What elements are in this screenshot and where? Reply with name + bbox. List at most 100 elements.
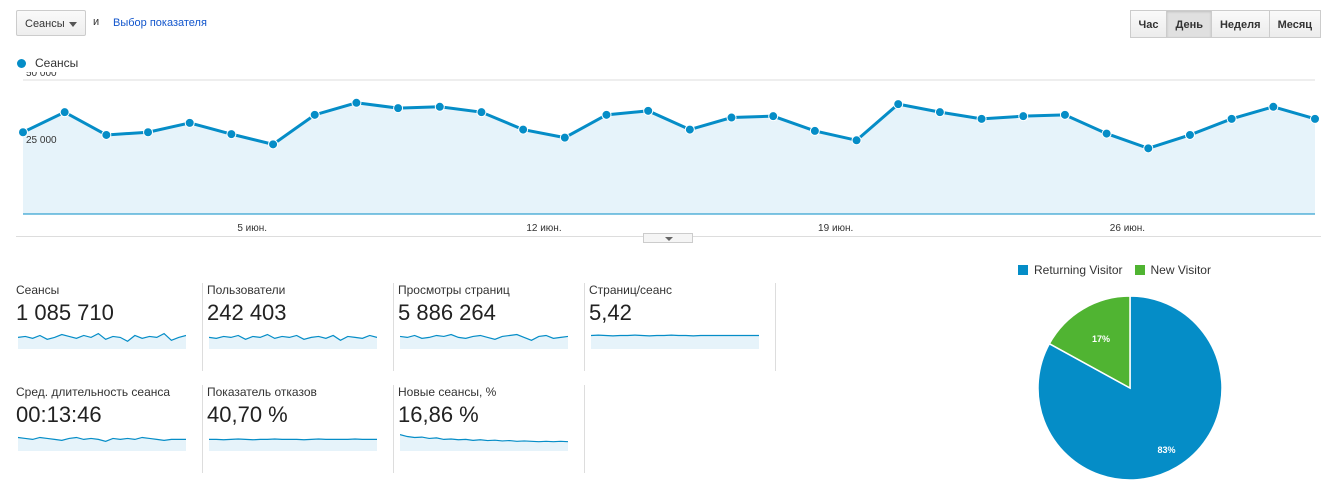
data-point[interactable]: [1226, 113, 1237, 124]
data-point[interactable]: [268, 139, 279, 150]
scorecard[interactable]: Сеансы 1 085 710: [16, 283, 203, 371]
scorecard-title: Сеансы: [16, 283, 60, 297]
new-swatch-icon: [1134, 265, 1145, 275]
pie-legend-label: New Visitor: [1150, 263, 1211, 277]
sparkline-line: [591, 334, 759, 337]
scorecard[interactable]: Новые сеансы, % 16,86 %: [398, 385, 585, 473]
scorecard-separator: [202, 283, 203, 371]
data-point[interactable]: [726, 112, 737, 123]
data-point[interactable]: [809, 125, 820, 136]
sparkline-line: [400, 434, 568, 443]
data-point[interactable]: [18, 127, 28, 138]
scorecard[interactable]: Просмотры страниц 5 886 264: [398, 283, 585, 371]
scorecard-separator: [393, 283, 394, 371]
sparkline-area: [209, 439, 377, 451]
data-point[interactable]: [1268, 101, 1279, 112]
data-point[interactable]: [1018, 111, 1029, 122]
data-point[interactable]: [934, 107, 945, 118]
metric-select-dropdown[interactable]: Сеансы: [16, 10, 86, 36]
data-point[interactable]: [1101, 128, 1112, 139]
data-point[interactable]: [393, 103, 404, 114]
period-hour-button[interactable]: Час: [1129, 10, 1168, 38]
data-point[interactable]: [893, 99, 904, 110]
scorecard-separator: [584, 283, 585, 371]
chevron-down-icon: [665, 237, 673, 241]
scorecard[interactable]: Пользователи 242 403: [207, 283, 394, 371]
sparkline-area: [18, 333, 186, 349]
choose-metric-link[interactable]: Выбор показателя: [113, 17, 207, 29]
data-point[interactable]: [59, 107, 70, 118]
metric-select-value: Сеансы: [25, 18, 65, 30]
scorecard-separator: [202, 385, 203, 473]
data-point[interactable]: [143, 127, 154, 138]
scorecard-title: Пользователи: [207, 283, 286, 297]
collapse-chart-handle[interactable]: [643, 233, 693, 243]
scorecard-title: Показатель отказов: [207, 385, 317, 399]
data-point[interactable]: [101, 129, 112, 140]
scorecard[interactable]: Сред. длительность сеанса 00:13:46: [16, 385, 203, 473]
sparkline-line: [18, 332, 186, 342]
series-line: [22, 101, 1316, 150]
data-point[interactable]: [976, 113, 987, 124]
data-point[interactable]: [643, 105, 654, 116]
scorecard-sparkline: [400, 333, 568, 349]
scorecard-title: Сред. длительность сеанса: [16, 385, 171, 399]
scorecard-value: 00:13:46: [16, 402, 102, 427]
toolbar: Сеансы и Выбор показателя Час День Недел…: [16, 10, 1321, 38]
scorecard-title: Новые сеансы, %: [398, 385, 497, 399]
sparkline-line: [400, 333, 568, 341]
sessions-line-chart[interactable]: 50 000 25 000 5 июн. 12 июн. 19 июн. 26 июн.: [0, 72, 1331, 237]
scorecard-sparkline: [591, 334, 759, 349]
data-point[interactable]: [559, 132, 570, 143]
data-point[interactable]: [1059, 109, 1070, 120]
scorecard-value: 5 886 264: [398, 300, 496, 325]
scorecard-value: 5,42: [589, 300, 632, 325]
scorecard-sparkline: [18, 436, 186, 451]
period-week-button[interactable]: Неделя: [1210, 10, 1270, 38]
data-point[interactable]: [768, 111, 779, 122]
scorecard-separator: [584, 385, 585, 473]
y-tick-label: 50 000: [26, 72, 57, 79]
x-tick-label: 19 июн.: [818, 223, 853, 234]
scorecard-title: Страниц/сеанс: [589, 283, 673, 297]
data-point[interactable]: [434, 101, 445, 112]
data-point[interactable]: [601, 109, 612, 120]
sparkline-area: [591, 335, 759, 349]
data-point[interactable]: [476, 107, 487, 118]
data-point[interactable]: [1184, 129, 1195, 140]
pie-legend-item-new: New Visitor: [1134, 263, 1211, 277]
chevron-down-icon: [69, 22, 77, 27]
legend-series-label: Сеансы: [35, 56, 79, 70]
scorecard[interactable]: Показатель отказов 40,70 %: [207, 385, 394, 473]
pie-legend: Returning Visitor New Visitor: [1018, 263, 1223, 277]
period-month-button[interactable]: Месяц: [1268, 10, 1321, 38]
and-label: и: [93, 16, 100, 28]
data-point[interactable]: [351, 97, 362, 108]
data-point[interactable]: [1310, 113, 1320, 124]
series-area: [23, 102, 1315, 214]
data-point[interactable]: [1143, 143, 1154, 154]
data-point[interactable]: [226, 129, 237, 140]
returning-swatch-icon: [1018, 265, 1028, 275]
data-point[interactable]: [851, 135, 862, 146]
x-tick-label: 26 июн.: [1110, 223, 1145, 234]
data-point[interactable]: [518, 124, 529, 135]
x-tick-label: 5 июн.: [237, 223, 267, 234]
sparkline-area: [18, 437, 186, 451]
scorecard[interactable]: Страниц/сеанс 5,42: [589, 283, 776, 371]
scorecard-value: 242 403: [207, 300, 287, 325]
data-point[interactable]: [309, 109, 320, 120]
period-day-button[interactable]: День: [1166, 10, 1212, 38]
y-tick-label: 25 000: [26, 135, 57, 146]
sparkline-line: [209, 438, 377, 441]
visitor-type-pie-chart[interactable]: 83% 17%: [1030, 288, 1230, 488]
data-point[interactable]: [184, 117, 195, 128]
pie-slice-label: 17%: [1092, 334, 1110, 344]
pie-slice[interactable]: [1048, 295, 1131, 390]
x-tick-label: 12 июн.: [526, 223, 561, 234]
scorecard-separator: [393, 385, 394, 473]
sparkline-area: [400, 434, 568, 451]
data-point[interactable]: [684, 124, 695, 135]
scorecard-value: 40,70 %: [207, 402, 288, 427]
sparkline-line: [209, 333, 377, 341]
